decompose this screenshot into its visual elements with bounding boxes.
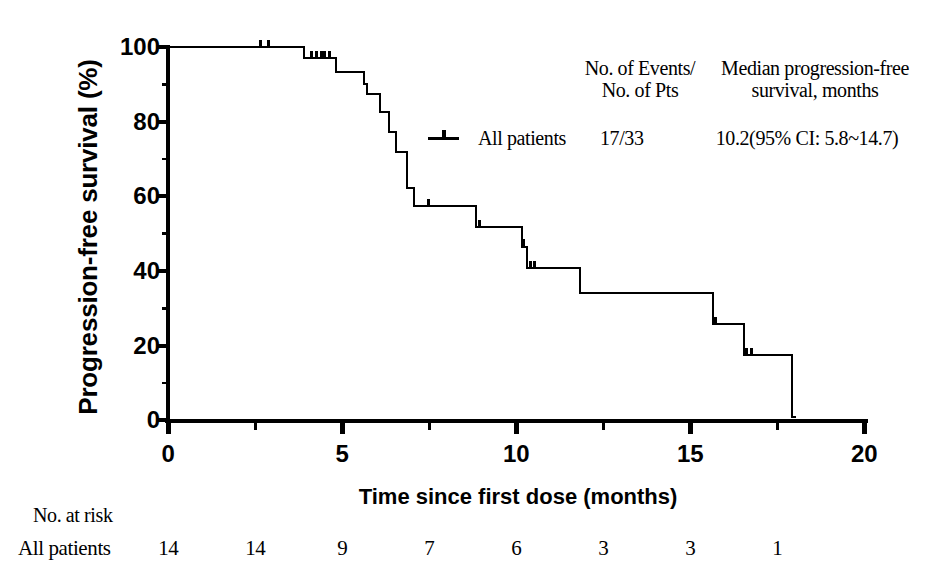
events-header-line1: No. of Events/ xyxy=(585,57,696,79)
y-tick-label-40: 40 xyxy=(110,258,160,284)
km-survival-figure: Progression-free survival (%) Time since… xyxy=(0,0,931,586)
risk-count-t10: 6 xyxy=(511,537,521,560)
legend-median-value: 10.2(95% CI: 5.8~14.7) xyxy=(716,127,899,149)
km-step-curve xyxy=(168,47,796,417)
median-column-header: Median progression-free survival, months xyxy=(721,57,909,101)
x-axis-title: Time since first dose (months) xyxy=(359,484,678,510)
risk-count-t0: 14 xyxy=(158,537,178,560)
risk-count-t12.5: 3 xyxy=(598,537,608,560)
median-header-line2: survival, months xyxy=(721,79,909,101)
x-tick-label-15: 15 xyxy=(677,441,704,467)
events-column-header: No. of Events/ No. of Pts xyxy=(585,57,696,101)
risk-row-label: All patients xyxy=(18,537,111,559)
risk-count-t7.5: 7 xyxy=(424,537,434,560)
risk-count-t2.5: 14 xyxy=(245,537,265,560)
risk-count-t5: 9 xyxy=(337,537,347,560)
risk-count-t15: 3 xyxy=(685,537,695,560)
median-header-line1: Median progression-free xyxy=(721,57,909,79)
y-tick-label-0: 0 xyxy=(110,407,160,433)
y-tick-label-100: 100 xyxy=(110,34,160,60)
legend-events-value: 17/33 xyxy=(600,127,644,149)
y-tick-label-20: 20 xyxy=(110,333,160,359)
x-tick-label-0: 0 xyxy=(162,441,175,467)
y-tick-label-60: 60 xyxy=(110,183,160,209)
events-header-line2: No. of Pts xyxy=(585,79,696,101)
x-tick-label-20: 20 xyxy=(851,441,878,467)
x-tick-label-10: 10 xyxy=(503,441,530,467)
x-tick-label-5: 5 xyxy=(336,441,349,467)
risk-count-t17.5: 1 xyxy=(772,537,782,560)
y-axis-title: Progression-free survival (%) xyxy=(73,59,104,414)
y-tick-label-80: 80 xyxy=(110,109,160,135)
risk-table-title: No. at risk xyxy=(33,504,112,526)
legend-series-label: All patients xyxy=(478,127,566,149)
